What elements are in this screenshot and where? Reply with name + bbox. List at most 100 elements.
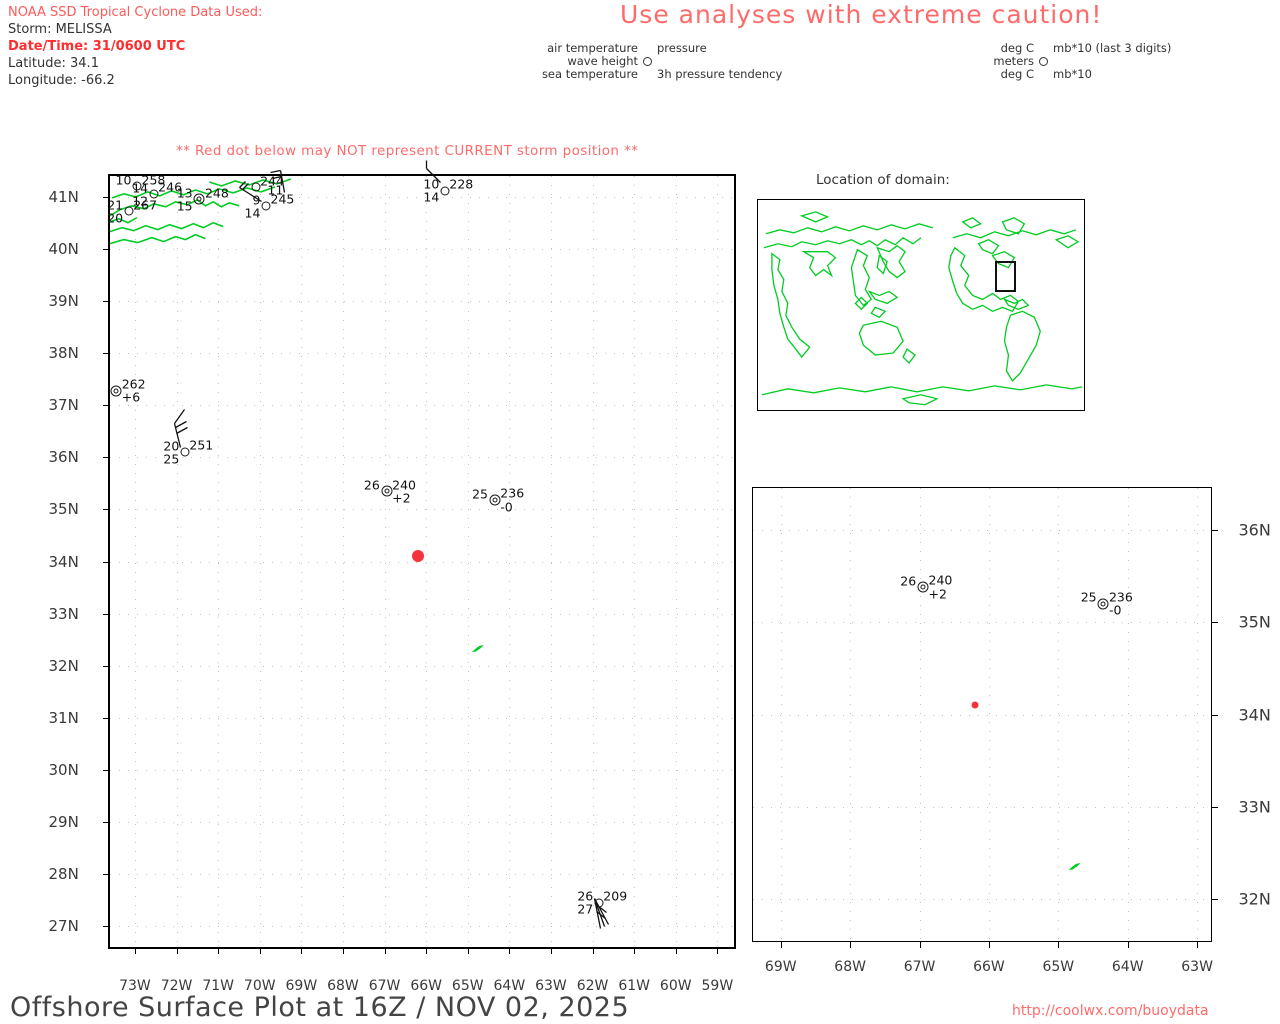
lon-axis-label: 62W	[576, 977, 609, 994]
station-plot[interactable]: 26 240 +2	[900, 573, 952, 601]
lat-axis-label: 28N	[48, 865, 79, 884]
lon-tick	[426, 947, 428, 954]
station-plot[interactable]: 13 15 248	[177, 185, 229, 213]
gridline-lat	[110, 196, 734, 198]
legend-air-temperature-label: air temperature	[547, 41, 638, 55]
station-pressure-tendency: -0	[1108, 602, 1122, 618]
station-sea-temperature: 15	[176, 198, 193, 214]
station-circle-icon	[110, 385, 122, 397]
legend-pressure-label: pressure	[657, 41, 707, 55]
lat-tick	[103, 717, 110, 719]
station-plot[interactable]: 20 25 251	[163, 409, 213, 466]
lon-tick	[134, 947, 136, 954]
station-plot[interactable]: 26 240 +2	[364, 477, 416, 505]
station-plot[interactable]: 9 14 245	[239, 181, 294, 220]
lon-tick	[1058, 941, 1060, 948]
station-sea-temperature: 27	[577, 901, 594, 917]
station-plot[interactable]: 262 +6	[110, 377, 146, 405]
gridline-lon	[301, 176, 303, 947]
gridline-lat	[110, 665, 734, 667]
lon-axis-label: 63W	[535, 977, 567, 994]
station-plot[interactable]: 25 236 -0	[472, 486, 524, 514]
lat-tick	[103, 301, 110, 303]
lat-axis-label: 38N	[48, 344, 79, 363]
lat-tick	[103, 248, 110, 250]
station-plot[interactable]: 21 20 267	[107, 197, 157, 225]
gridline-lat	[110, 821, 734, 823]
station-plot[interactable]: 11	[267, 169, 293, 201]
domain-box	[995, 261, 1016, 292]
station-plot[interactable]: 10 14 228	[423, 160, 473, 204]
storm-position-dot[interactable]	[971, 701, 979, 709]
station-pressure-tendency: +6	[121, 389, 141, 405]
lon-axis-label: 68W	[834, 959, 866, 976]
lon-axis-label: 69W	[764, 959, 797, 976]
gridline-lat	[753, 529, 1211, 531]
lat-tick	[103, 353, 110, 355]
lat-tick	[103, 821, 110, 823]
station-circle-icon	[251, 182, 261, 192]
station-pressure: 267	[133, 197, 158, 213]
station-plot[interactable]: 14 12 246	[132, 180, 182, 208]
storm-position-dot[interactable]	[411, 550, 424, 563]
lat-axis-label: 30N	[48, 760, 79, 779]
gridline-lon	[550, 176, 552, 947]
station-circle-icon	[440, 186, 450, 196]
lon-tick	[301, 947, 303, 954]
storm-name-label: Storm: MELISSA	[8, 22, 112, 37]
legend-units-degc-top: deg C	[1000, 41, 1034, 55]
lon-axis-label: 67W	[368, 977, 401, 994]
site-url-link[interactable]: http://coolwx.com/buoydata	[1012, 1003, 1209, 1019]
lon-axis-label: 65W	[451, 977, 484, 994]
station-plot[interactable]: 25 236 -0	[1081, 589, 1133, 617]
lat-tick	[103, 509, 110, 511]
island-bermuda	[1068, 863, 1081, 871]
station-circle-icon	[261, 201, 271, 211]
noaa-source-line: NOAA SSD Tropical Cyclone Data Used:	[8, 5, 263, 20]
legend-units-meters: meters	[993, 54, 1034, 68]
station-air-temperature: 13	[176, 185, 193, 201]
gridline-lon	[1127, 488, 1129, 941]
lon-tick	[509, 947, 511, 954]
lat-axis-label: 32N	[48, 656, 79, 675]
lon-tick	[1127, 941, 1129, 948]
lat-axis-label: 36N	[48, 448, 79, 467]
domain-location-title: Location of domain:	[816, 172, 950, 188]
lat-tick	[1211, 529, 1218, 531]
lat-tick	[1211, 622, 1218, 624]
main-map-panel[interactable]: 27N 28N 29N 30N 31N 32N 33N 34N 35N 36N 37N 38N 39N 4…	[49, 160, 736, 994]
lon-axis-label: 60W	[659, 977, 692, 994]
lon-tick	[342, 947, 344, 954]
gridline-lon	[218, 176, 220, 947]
lon-axis-label: 71W	[202, 977, 234, 994]
station-pressure: 258	[141, 172, 166, 188]
lon-tick	[467, 947, 469, 954]
lat-axis-label: 40N	[48, 239, 79, 258]
lat-axis-label: 32N	[1238, 889, 1271, 909]
station-pressure-tendency: -0	[500, 499, 513, 515]
station-circle-icon	[381, 485, 393, 497]
lat-tick	[103, 613, 110, 615]
station-plot[interactable]: 26 27 209	[577, 888, 627, 929]
lon-axis-label: 70W	[243, 977, 276, 994]
lon-tick	[592, 947, 594, 954]
station-air-temperature: 10	[115, 172, 132, 188]
gridline-lon	[1197, 488, 1199, 941]
lat-axis-label: 33N	[1238, 797, 1271, 817]
lat-tick	[103, 665, 110, 667]
legend-units-mb-bottom: mb*10	[1053, 67, 1092, 81]
station-plot[interactable]: 10 258	[116, 172, 165, 191]
station-sea-temperature: 20	[107, 210, 124, 226]
lat-axis-label: 41N	[48, 187, 79, 206]
station-pressure: 236	[500, 485, 525, 501]
station-wave-height: 26	[363, 477, 380, 493]
zoom-map-panel[interactable]: 32N 33N 34N 35N 36N 69W 68W 67W 66W 65W 64W 63W 26 24…	[752, 487, 1271, 975]
station-wave-height: 26	[577, 888, 594, 904]
gridline-lat	[753, 622, 1211, 624]
lon-tick	[550, 947, 552, 954]
station-circle-icon	[917, 581, 929, 593]
lon-axis-label: 72W	[160, 977, 193, 994]
station-pressure: 240	[928, 572, 953, 588]
station-circle-icon	[1097, 598, 1109, 610]
lat-axis-label: 36N	[1238, 520, 1271, 540]
